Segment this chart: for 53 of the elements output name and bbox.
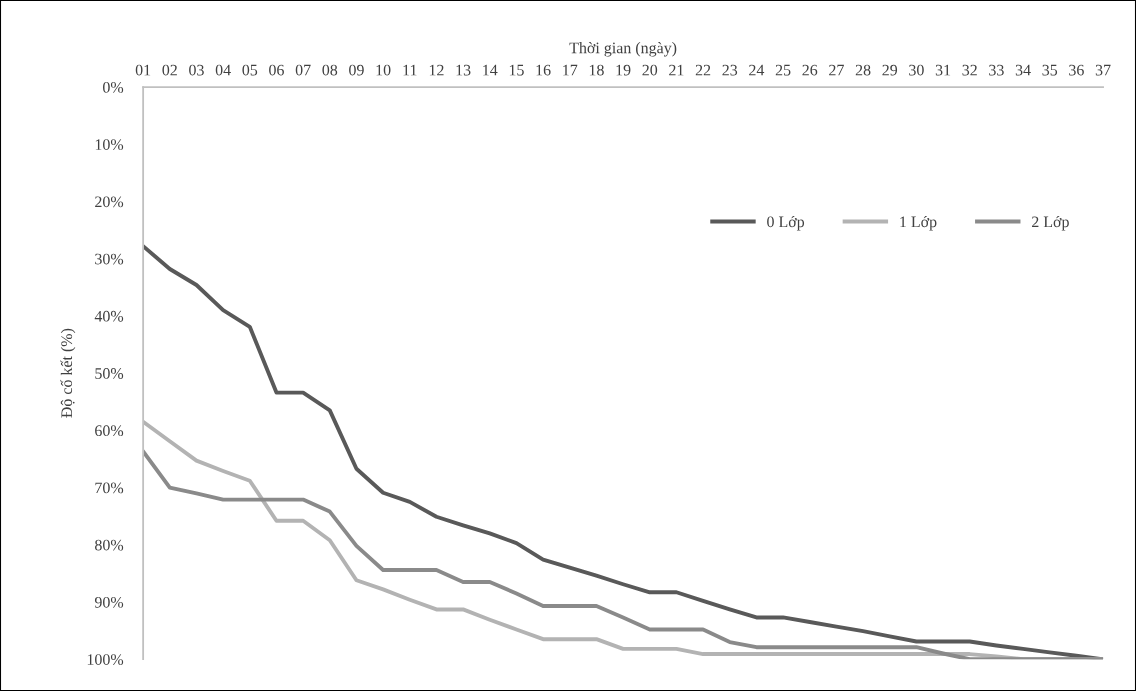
y-axis-title: Độ cố kết (%) <box>60 328 76 418</box>
x-tick-label: 30 <box>909 64 924 76</box>
y-tick-label: 90% <box>94 596 124 608</box>
y-tick-label: 100% <box>87 654 124 665</box>
x-tick-label: 29 <box>882 64 898 76</box>
y-tick-label: 30% <box>95 253 124 265</box>
x-tick-label: 03 <box>189 64 204 76</box>
x-tick-label: 14 <box>483 64 498 76</box>
x-axis-title: Thời gian (ngày) <box>569 42 677 57</box>
x-tick-label: 12 <box>429 64 444 76</box>
x-tick-label: 06 <box>269 64 284 76</box>
x-tick-label: 20 <box>642 64 658 76</box>
x-tick-label: 05 <box>242 64 258 76</box>
x-tick-label: 21 <box>669 64 684 76</box>
x-tick-label: 07 <box>295 64 311 76</box>
y-tick-label: 60% <box>95 425 124 437</box>
x-tick-label: 35 <box>1042 64 1058 76</box>
x-tick-label: 37 <box>1095 64 1111 76</box>
x-tick-label: 28 <box>855 64 871 76</box>
x-tick-label: 26 <box>802 64 818 76</box>
x-tick-label: 08 <box>322 64 338 76</box>
y-tick-label: 80% <box>95 539 124 551</box>
x-tick-label: 27 <box>829 64 844 76</box>
y-tick-label: 70% <box>95 482 124 494</box>
x-tick-label: 04 <box>215 64 231 76</box>
x-tick-label: 17 <box>563 64 578 76</box>
legend-label: 1 Lớp <box>900 215 937 231</box>
x-tick-label: 13 <box>456 64 471 76</box>
x-tick-label: 19 <box>616 64 631 76</box>
legend-label: 2 Lớp <box>1032 215 1069 231</box>
x-tick-label: 10 <box>376 64 391 76</box>
x-tick-label: 24 <box>749 64 765 76</box>
x-tick-label: 25 <box>775 64 791 76</box>
x-tick-label: 01 <box>135 64 151 76</box>
x-tick-label: 23 <box>722 64 738 76</box>
x-tick-label: 32 <box>962 64 977 76</box>
x-tick-label: 02 <box>162 64 177 76</box>
x-tick-label: 09 <box>349 64 364 76</box>
x-tick-label: 22 <box>695 64 711 76</box>
x-tick-label: 34 <box>1015 64 1031 76</box>
x-tick-label: 15 <box>509 64 524 76</box>
y-tick-label: 50% <box>95 368 124 379</box>
y-tick-label: 10% <box>95 139 124 151</box>
x-tick-label: 33 <box>989 64 1004 76</box>
x-tick-label: 31 <box>935 64 951 76</box>
x-tick-label: 11 <box>403 64 417 76</box>
x-tick-label: 16 <box>536 64 551 76</box>
legend-label: 0 Lớp <box>767 215 805 231</box>
x-tick-label: 36 <box>1069 64 1084 76</box>
y-tick-label: 20% <box>95 196 124 208</box>
y-tick-label: 40% <box>94 310 124 322</box>
y-tick-label: 0% <box>103 81 124 93</box>
x-tick-label: 18 <box>589 64 604 76</box>
